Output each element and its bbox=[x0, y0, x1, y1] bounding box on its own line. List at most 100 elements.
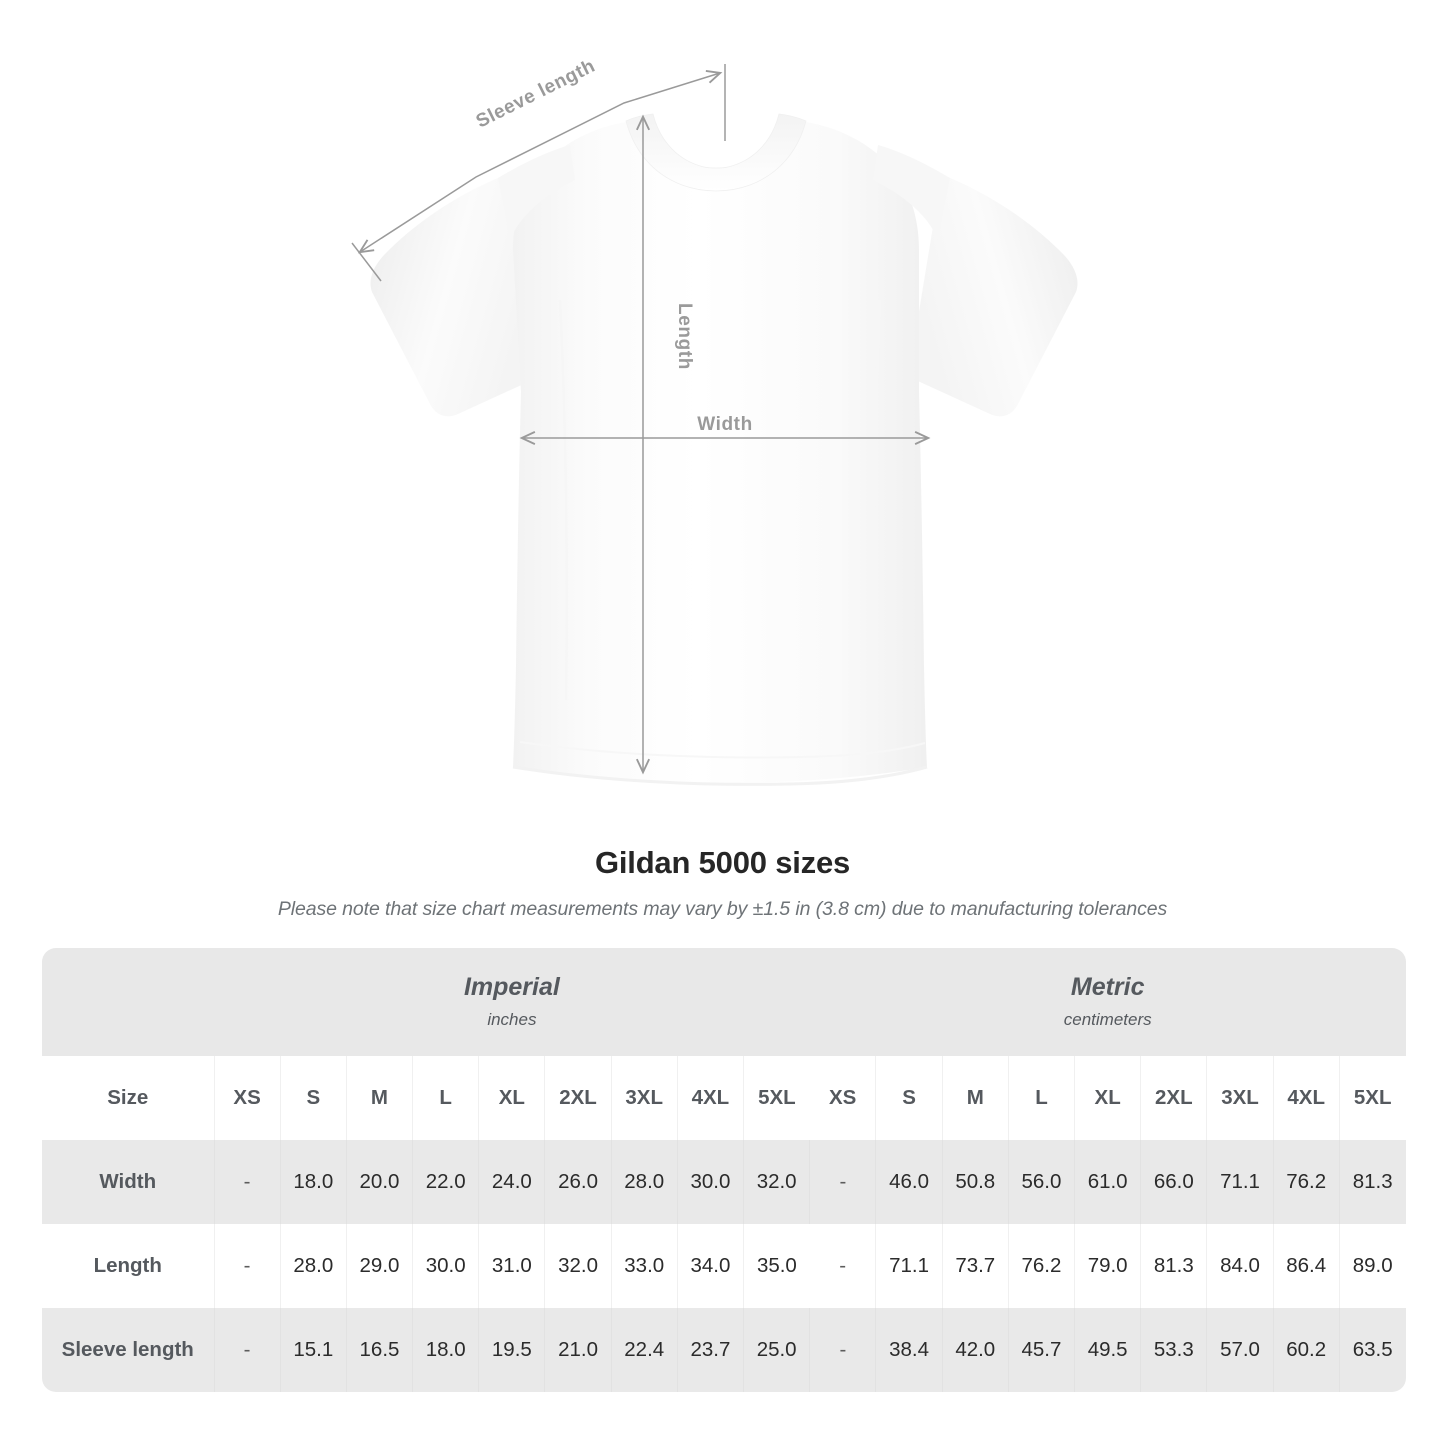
unit-row-spacer bbox=[42, 948, 214, 1056]
size-header-imperial-s: S bbox=[280, 1056, 347, 1140]
cell-width-imperial-5xl: 32.0 bbox=[743, 1140, 811, 1224]
cell-width-metric-3xl: 71.1 bbox=[1206, 1140, 1274, 1224]
size-header-imperial-3xl: 3XL bbox=[611, 1056, 678, 1140]
width-label: Width bbox=[697, 414, 753, 435]
cell-length-metric-2xl: 81.3 bbox=[1140, 1224, 1208, 1308]
cell-width-imperial-l: 22.0 bbox=[412, 1140, 480, 1224]
tolerance-note: Please note that size chart measurements… bbox=[277, 898, 1168, 920]
cell-width-metric-2xl: 66.0 bbox=[1140, 1140, 1208, 1224]
size-header-imperial-xs: XS bbox=[214, 1056, 281, 1140]
right-sleeve bbox=[910, 177, 1078, 417]
size-header-metric-xs: XS bbox=[809, 1056, 877, 1140]
row-label-sleeve-length: Sleeve length bbox=[42, 1308, 215, 1392]
cell-length-imperial-xl: 31.0 bbox=[478, 1224, 546, 1308]
row-label-length: Length bbox=[42, 1224, 215, 1308]
size-header-metric-4xl: 4XL bbox=[1273, 1056, 1340, 1140]
cell-length-imperial-2xl: 32.0 bbox=[544, 1224, 612, 1308]
cell-length-imperial-4xl: 34.0 bbox=[677, 1224, 745, 1308]
empty-value: - bbox=[243, 1338, 251, 1361]
cell-sleeve-length-metric-2xl: 53.3 bbox=[1140, 1308, 1208, 1392]
cell-length-imperial-s: 28.0 bbox=[280, 1224, 347, 1308]
cell-sleeve-length-metric-xl: 49.5 bbox=[1074, 1308, 1142, 1392]
size-header-imperial-5xl: 5XL bbox=[743, 1056, 810, 1140]
empty-value: - bbox=[243, 1254, 251, 1277]
cell-sleeve-length-imperial-5xl: 25.0 bbox=[743, 1308, 811, 1392]
size-column-header: Size bbox=[42, 1056, 215, 1140]
cell-width-imperial-4xl: 30.0 bbox=[677, 1140, 745, 1224]
cell-width-metric-4xl: 76.2 bbox=[1273, 1140, 1340, 1224]
cell-length-imperial-m: 29.0 bbox=[346, 1224, 414, 1308]
unit-group-imperial: Imperial inches bbox=[214, 948, 810, 1056]
unit-group-name: Metric bbox=[1070, 972, 1145, 1001]
cell-sleeve-length-imperial-4xl: 23.7 bbox=[677, 1308, 745, 1392]
cell-length-imperial-5xl: 35.0 bbox=[743, 1224, 810, 1308]
size-header-metric-3xl: 3XL bbox=[1206, 1056, 1274, 1140]
size-header-imperial-2xl: 2XL bbox=[544, 1056, 612, 1140]
empty-value: - bbox=[839, 1254, 847, 1277]
size-header-imperial-m: M bbox=[346, 1056, 414, 1140]
cell-length-metric-m: 73.7 bbox=[942, 1224, 1009, 1308]
cell-width-imperial-xl: 24.0 bbox=[478, 1140, 546, 1224]
cell-width-metric-l: 56.0 bbox=[1008, 1140, 1076, 1224]
cell-sleeve-length-imperial-3xl: 22.4 bbox=[611, 1308, 678, 1392]
size-header-metric-5xl: 5XL bbox=[1339, 1056, 1406, 1140]
cell-length-imperial-l: 30.0 bbox=[412, 1224, 480, 1308]
table-row: Width - 18.0 20.0 22.0 24.0 26.0 28.0 30.0 32.0 - 4… bbox=[42, 1140, 1406, 1224]
cell-width-metric-s: 46.0 bbox=[875, 1140, 943, 1224]
size-table: Imperial inches Metric centimeters Size XS S M L… bbox=[42, 948, 1406, 1392]
sleeve-length-arrow bbox=[357, 70, 723, 254]
length-label: Length bbox=[674, 303, 695, 370]
size-header-imperial-l: L bbox=[412, 1056, 480, 1140]
cell-width-imperial-2xl: 26.0 bbox=[544, 1140, 612, 1224]
cell-width-imperial-s: 18.0 bbox=[280, 1140, 347, 1224]
unit-group-subtitle: inches bbox=[487, 1010, 537, 1030]
unit-group-subtitle: centimeters bbox=[1063, 1010, 1152, 1030]
empty-value: - bbox=[839, 1170, 847, 1193]
row-label-width: Width bbox=[42, 1140, 215, 1224]
cell-length-metric-xs: - bbox=[809, 1224, 877, 1308]
cell-sleeve-length-imperial-xs: - bbox=[214, 1308, 281, 1392]
cell-length-metric-4xl: 86.4 bbox=[1273, 1224, 1340, 1308]
tshirt-diagram: Sleeve length Length Width bbox=[351, 56, 1078, 786]
empty-value: - bbox=[839, 1338, 847, 1361]
cell-length-metric-xl: 79.0 bbox=[1074, 1224, 1142, 1308]
cell-sleeve-length-metric-l: 45.7 bbox=[1008, 1308, 1076, 1392]
cell-width-imperial-xs: - bbox=[214, 1140, 281, 1224]
tshirt-body bbox=[513, 122, 927, 783]
unit-group-name: Imperial bbox=[463, 972, 560, 1001]
cell-sleeve-length-metric-5xl: 63.5 bbox=[1339, 1308, 1406, 1392]
cell-width-metric-xs: - bbox=[809, 1140, 877, 1224]
cell-sleeve-length-imperial-xl: 19.5 bbox=[478, 1308, 546, 1392]
unit-header-row: Imperial inches Metric centimeters bbox=[42, 948, 1406, 1056]
cell-width-metric-5xl: 81.3 bbox=[1339, 1140, 1406, 1224]
empty-value: - bbox=[243, 1170, 251, 1193]
size-header-metric-m: M bbox=[942, 1056, 1009, 1140]
sleeve-tick-left bbox=[351, 242, 382, 282]
size-header-metric-l: L bbox=[1008, 1056, 1076, 1140]
table-row: Sleeve length - 15.1 16.5 18.0 19.5 21.0 22.4 23… bbox=[42, 1308, 1406, 1392]
cell-length-metric-5xl: 89.0 bbox=[1339, 1224, 1406, 1308]
size-header-imperial-xl: XL bbox=[478, 1056, 546, 1140]
measurement-lines bbox=[351, 64, 931, 775]
cell-sleeve-length-metric-m: 42.0 bbox=[942, 1308, 1009, 1392]
size-header-metric-xl: XL bbox=[1074, 1056, 1142, 1140]
size-header-imperial-4xl: 4XL bbox=[677, 1056, 745, 1140]
size-header-row: Size XS S M L XL 2XL 3XL 4XL 5XL XS S M L XL 2XL 3XL 4XL 5… bbox=[42, 1056, 1406, 1140]
sleeve-length-label: Sleeve length bbox=[473, 56, 599, 133]
cell-sleeve-length-metric-xs: - bbox=[809, 1308, 877, 1392]
title-block: Gildan 5000 sizes Please note that size … bbox=[0, 845, 1445, 921]
cell-length-metric-3xl: 84.0 bbox=[1206, 1224, 1274, 1308]
table-row: Length - 28.0 29.0 30.0 31.0 32.0 33.0 34.0 35.0 -… bbox=[42, 1224, 1406, 1308]
cell-width-metric-m: 50.8 bbox=[942, 1140, 1009, 1224]
cell-sleeve-length-metric-4xl: 60.2 bbox=[1273, 1308, 1340, 1392]
cell-sleeve-length-imperial-2xl: 21.0 bbox=[544, 1308, 612, 1392]
unit-group-metric: Metric centimeters bbox=[809, 948, 1406, 1056]
cell-sleeve-length-imperial-s: 15.1 bbox=[280, 1308, 347, 1392]
cell-length-metric-s: 71.1 bbox=[875, 1224, 943, 1308]
cell-sleeve-length-imperial-l: 18.0 bbox=[412, 1308, 480, 1392]
cell-width-imperial-m: 20.0 bbox=[346, 1140, 414, 1224]
tshirt-silhouette bbox=[370, 113, 1078, 786]
cell-width-metric-xl: 61.0 bbox=[1074, 1140, 1142, 1224]
size-header-metric-s: S bbox=[875, 1056, 943, 1140]
